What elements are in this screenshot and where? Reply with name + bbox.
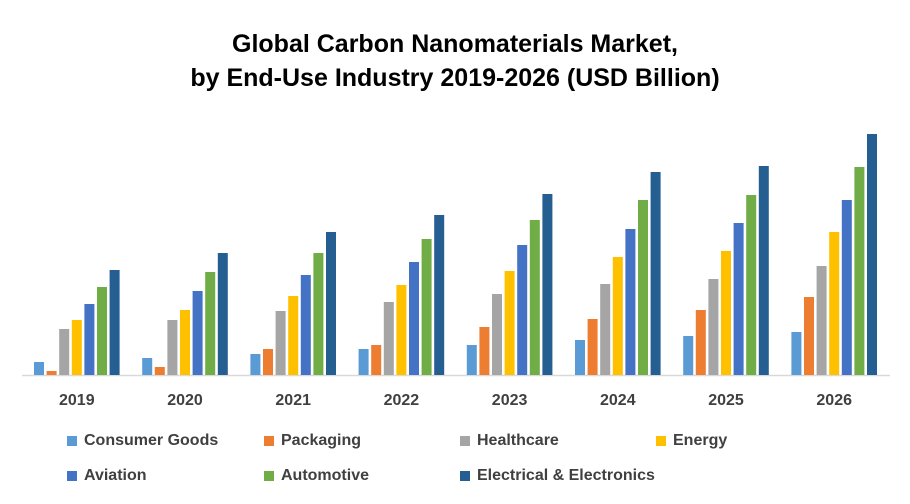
bar-2019-automotive [97, 287, 107, 375]
legend-label: Packaging [281, 432, 362, 449]
bar-2023-healthcare [492, 294, 502, 375]
bar-2020-aviation [192, 291, 203, 375]
bar-2019-electrical-electronics [109, 270, 120, 375]
bar-2022-automotive [421, 239, 432, 375]
bar-2021-packaging [263, 349, 273, 375]
legend-label: Electrical & Electronics [477, 467, 655, 484]
bar-2025-healthcare [708, 279, 719, 375]
bar-2023-consumer-goods [466, 345, 477, 375]
bar-2023-energy [504, 271, 515, 375]
bar-2025-electrical-electronics [758, 166, 769, 375]
x-tick-label: 2021 [275, 392, 311, 409]
x-tick-label: 2020 [167, 392, 203, 409]
bar-2021-energy [288, 296, 299, 375]
bar-2019-healthcare [59, 329, 70, 375]
legend-swatch [264, 436, 274, 446]
bar-2022-healthcare [383, 302, 394, 375]
bar-2025-energy [721, 251, 731, 375]
bar-2026-energy [829, 232, 840, 375]
bar-2019-energy [71, 320, 82, 375]
legend-label: Healthcare [477, 432, 559, 449]
bar-2022-energy [396, 285, 407, 375]
bar-2021-healthcare [275, 311, 286, 375]
x-tick-label: 2023 [492, 392, 528, 409]
bar-2020-electrical-electronics [217, 253, 228, 375]
bar-2026-aviation [841, 200, 852, 375]
bar-2020-consumer-goods [142, 358, 153, 375]
legend-label: Energy [673, 432, 728, 449]
bar-2020-energy [180, 310, 190, 375]
bar-2022-aviation [409, 262, 419, 375]
bar-2022-packaging [371, 345, 382, 375]
legend-swatch [460, 471, 470, 481]
legend-item: Automotive [264, 467, 369, 485]
legend-label: Consumer Goods [84, 432, 219, 449]
x-tick-label: 2022 [384, 392, 420, 409]
bar-2026-consumer-goods [791, 332, 802, 375]
bar-2019-aviation [84, 304, 95, 375]
bar-2021-electrical-electronics [326, 232, 336, 375]
x-tick-label: 2019 [59, 392, 95, 409]
bar-2023-electrical-electronics [542, 194, 553, 375]
bar-2024-packaging [587, 319, 598, 375]
legend-item: Healthcare [460, 432, 559, 450]
chart-title-line-1: Global Carbon Nanomaterials Market, [232, 30, 678, 58]
bar-2022-electrical-electronics [434, 215, 445, 375]
bar-2024-energy [612, 257, 623, 375]
legend-item: Energy [656, 432, 727, 450]
legend-swatch [67, 436, 77, 446]
bar-2020-automotive [205, 272, 216, 375]
bar-2023-aviation [517, 245, 528, 375]
legend-label: Automotive [281, 467, 369, 484]
legend-label: Aviation [84, 467, 147, 484]
x-tick-label: 2025 [708, 392, 744, 409]
legend-swatch [264, 471, 274, 481]
legend-swatch [656, 436, 666, 446]
legend-swatch [67, 471, 77, 481]
bar-2024-aviation [625, 229, 636, 375]
bar-2019-consumer-goods [34, 362, 44, 375]
bar-2021-consumer-goods [250, 354, 261, 375]
bar-2019-packaging [46, 371, 57, 375]
legend-item: Packaging [264, 432, 361, 450]
bar-2026-packaging [804, 297, 814, 375]
bar-2025-automotive [746, 195, 757, 375]
bar-2026-healthcare [816, 266, 827, 375]
bar-2024-healthcare [600, 284, 611, 375]
bar-2023-packaging [479, 327, 490, 375]
bar-2025-packaging [695, 310, 706, 375]
bar-2021-aviation [300, 275, 311, 375]
chart-title-line-2: by End-Use Industry 2019-2026 (USD Billi… [190, 64, 720, 92]
bar-2026-electrical-electronics [867, 134, 877, 375]
legend-item: Consumer Goods [67, 432, 218, 450]
bar-2020-packaging [154, 367, 165, 375]
bar-2024-consumer-goods [575, 340, 585, 375]
bar-2024-automotive [638, 200, 648, 375]
legend-item: Aviation [67, 467, 147, 485]
bar-2025-consumer-goods [683, 336, 694, 375]
bar-2023-automotive [529, 220, 540, 375]
legend-item: Electrical & Electronics [460, 467, 655, 485]
bar-2020-healthcare [167, 320, 178, 375]
bar-2024-electrical-electronics [650, 172, 661, 375]
bar-2021-automotive [313, 253, 324, 375]
bar-2025-aviation [733, 223, 744, 375]
bar-2022-consumer-goods [358, 349, 369, 375]
bar-2026-automotive [854, 167, 865, 375]
x-tick-label: 2024 [600, 392, 636, 409]
x-tick-label: 2026 [816, 392, 852, 409]
legend-swatch [460, 436, 470, 446]
